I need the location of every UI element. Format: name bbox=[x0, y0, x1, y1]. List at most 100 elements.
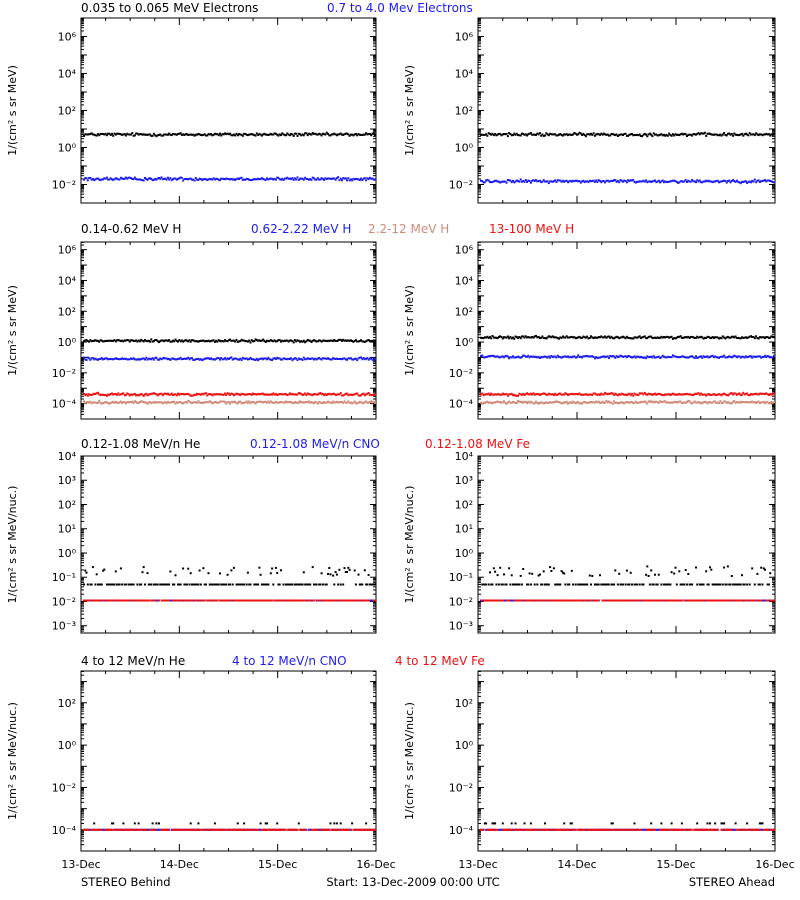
data-point bbox=[761, 336, 764, 339]
data-point bbox=[725, 181, 728, 184]
data-point bbox=[752, 355, 755, 358]
data-point bbox=[290, 178, 293, 181]
y-tick-label: 10⁴ bbox=[58, 68, 77, 81]
data-point bbox=[360, 339, 362, 342]
data-point bbox=[282, 401, 285, 404]
data-point bbox=[286, 583, 289, 586]
data-point bbox=[668, 336, 671, 339]
data-point bbox=[735, 583, 738, 586]
data-point bbox=[109, 393, 112, 395]
data-point bbox=[660, 583, 663, 586]
data-point bbox=[769, 336, 772, 339]
data-point bbox=[104, 401, 107, 403]
data-point bbox=[707, 179, 710, 182]
data-point bbox=[656, 180, 659, 183]
data-point bbox=[203, 599, 206, 602]
data-point bbox=[487, 355, 490, 358]
data-point bbox=[757, 599, 760, 602]
data-point bbox=[349, 828, 352, 831]
data-point bbox=[692, 336, 695, 339]
data-point bbox=[109, 134, 112, 136]
data-point bbox=[550, 133, 553, 136]
data-point bbox=[674, 337, 677, 340]
data-point bbox=[155, 583, 158, 586]
data-point bbox=[191, 599, 193, 602]
data-point bbox=[83, 583, 85, 586]
data-point bbox=[695, 393, 697, 396]
data-point bbox=[260, 339, 263, 342]
data-point bbox=[276, 571, 279, 574]
data-point bbox=[529, 583, 532, 586]
data-point bbox=[255, 357, 258, 360]
data-point bbox=[765, 356, 768, 359]
data-point bbox=[150, 392, 153, 395]
data-point bbox=[486, 335, 489, 338]
data-point bbox=[561, 402, 564, 405]
data-point bbox=[574, 583, 577, 586]
data-point bbox=[686, 336, 688, 339]
data-point bbox=[718, 599, 720, 602]
data-point bbox=[173, 583, 176, 586]
data-point bbox=[264, 341, 267, 343]
data-point bbox=[231, 828, 234, 831]
data-point bbox=[504, 133, 507, 136]
data-point bbox=[297, 401, 300, 404]
data-point bbox=[360, 401, 362, 404]
data-point bbox=[563, 180, 566, 183]
data-point bbox=[559, 828, 562, 831]
data-point bbox=[132, 402, 135, 404]
data-point bbox=[485, 828, 488, 831]
data-point bbox=[607, 400, 610, 403]
data-point bbox=[767, 402, 770, 405]
data-point bbox=[316, 177, 319, 180]
data-point bbox=[752, 401, 755, 404]
data-point bbox=[610, 822, 613, 825]
data-point bbox=[730, 392, 733, 395]
data-point bbox=[741, 336, 743, 339]
data-point bbox=[313, 583, 315, 586]
data-point bbox=[758, 336, 761, 339]
data-point bbox=[492, 401, 495, 404]
data-point bbox=[254, 583, 257, 586]
data-point bbox=[555, 400, 558, 403]
data-point bbox=[368, 357, 371, 360]
data-point bbox=[650, 599, 653, 602]
data-point bbox=[545, 583, 548, 586]
data-point bbox=[325, 394, 328, 396]
data-point bbox=[262, 177, 265, 180]
data-point bbox=[222, 400, 225, 403]
data-point bbox=[208, 133, 211, 136]
data-point bbox=[692, 133, 695, 136]
data-point bbox=[185, 357, 188, 360]
data-point bbox=[602, 355, 605, 358]
data-point bbox=[706, 822, 709, 825]
data-point bbox=[579, 828, 582, 831]
data-point bbox=[568, 356, 571, 359]
data-point bbox=[485, 336, 488, 339]
data-point bbox=[620, 336, 623, 339]
data-point bbox=[365, 822, 368, 825]
data-point bbox=[194, 828, 197, 831]
data-point bbox=[357, 573, 360, 576]
data-point bbox=[196, 178, 199, 181]
data-point bbox=[604, 356, 607, 359]
data-point bbox=[729, 181, 732, 184]
data-point bbox=[310, 828, 313, 831]
data-point bbox=[654, 133, 656, 136]
data-point bbox=[113, 393, 116, 396]
data-point bbox=[197, 357, 200, 360]
data-point bbox=[657, 828, 660, 831]
data-point bbox=[248, 583, 251, 586]
data-point bbox=[639, 355, 642, 358]
data-point bbox=[282, 828, 285, 831]
data-point bbox=[610, 392, 613, 395]
data-point bbox=[222, 358, 225, 361]
data-point bbox=[91, 599, 94, 602]
data-point bbox=[544, 402, 546, 404]
data-point bbox=[269, 132, 272, 135]
data-point bbox=[370, 828, 373, 831]
data-point bbox=[561, 134, 564, 137]
data-point bbox=[341, 358, 343, 361]
data-point bbox=[577, 400, 580, 403]
data-point bbox=[131, 358, 134, 360]
